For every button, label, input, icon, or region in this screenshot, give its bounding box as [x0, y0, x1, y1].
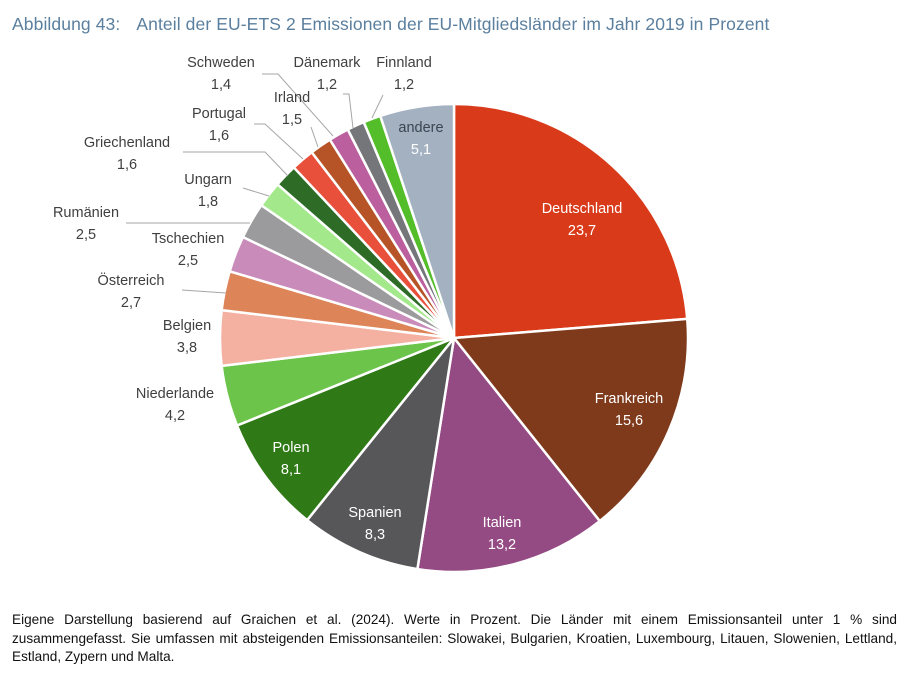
figure-title-text: Anteil der EU-ETS 2 Emissionen der EU-Mi… — [136, 14, 770, 34]
pie-chart: Deutschland 23,7 Frankreich 15,6 Italien 13,2… — [53, 55, 690, 574]
value-andere: 5,1 — [411, 142, 431, 158]
label-belgien: Belgien — [163, 318, 211, 334]
slice-italien — [416, 336, 601, 574]
leader-line-griechenland — [183, 151, 289, 177]
leader-line-irland — [310, 126, 319, 148]
value-portugal: 1,6 — [209, 128, 229, 144]
label-andere: andere — [398, 120, 443, 136]
slice-frankreich — [452, 317, 690, 523]
value-italien: 13,2 — [488, 537, 516, 553]
value-oesterreich: 2,7 — [121, 295, 141, 311]
slice-labels: Deutschland 23,7 Frankreich 15,6 Italien 13,2… — [53, 55, 663, 553]
label-schweden: Schweden — [187, 55, 255, 71]
slice-deutschland — [452, 102, 689, 340]
slice-spanien — [305, 336, 456, 571]
leader-lines — [126, 73, 384, 294]
leader-line-daenemark — [343, 93, 354, 129]
value-niederlande: 4,2 — [165, 408, 185, 424]
label-tschechien: Tschechien — [152, 231, 225, 247]
label-griechenland: Griechenland — [84, 135, 170, 151]
label-frankreich: Frankreich — [595, 391, 664, 407]
leader-line-schweden — [262, 73, 334, 137]
label-niederlande: Niederlande — [136, 386, 214, 402]
value-tschechien: 2,5 — [178, 253, 198, 269]
slice-andere — [379, 102, 456, 340]
value-daenemark: 1,2 — [317, 77, 337, 93]
label-oesterreich: Österreich — [98, 271, 165, 289]
value-griechenland: 1,6 — [117, 157, 137, 173]
value-polen: 8,1 — [281, 462, 301, 478]
leader-line-portugal — [254, 123, 304, 160]
value-deutschland: 23,7 — [568, 223, 596, 239]
value-spanien: 8,3 — [365, 527, 385, 543]
leader-line-finnland — [371, 94, 384, 119]
label-polen: Polen — [272, 440, 309, 456]
label-daenemark: Dänemark — [294, 55, 362, 71]
label-rumaenien: Rumänien — [53, 205, 119, 221]
figure-title: Abbildung 43: Anteil der EU-ETS 2 Emissi… — [12, 14, 769, 35]
value-finnland: 1,2 — [394, 77, 414, 93]
value-frankreich: 15,6 — [615, 413, 643, 429]
figure-number: Abbildung 43: — [12, 14, 121, 34]
label-ungarn: Ungarn — [184, 172, 232, 188]
label-irland: Irland — [274, 90, 310, 106]
label-deutschland: Deutschland — [542, 201, 623, 217]
value-rumaenien: 2,5 — [76, 227, 96, 243]
leader-line-oesterreich — [181, 289, 227, 294]
value-irland: 1,5 — [282, 112, 302, 128]
value-belgien: 3,8 — [177, 340, 197, 356]
figure-caption: Eigene Darstellung basierend auf Graiche… — [12, 612, 897, 664]
value-ungarn: 1,8 — [198, 194, 218, 210]
label-italien: Italien — [483, 515, 522, 531]
pie-slices — [218, 102, 690, 574]
leader-line-ungarn — [242, 187, 270, 197]
value-schweden: 1,4 — [211, 77, 231, 93]
slice-polen — [235, 336, 456, 522]
label-portugal: Portugal — [192, 106, 246, 122]
label-finnland: Finnland — [376, 55, 432, 71]
label-spanien: Spanien — [348, 505, 401, 521]
